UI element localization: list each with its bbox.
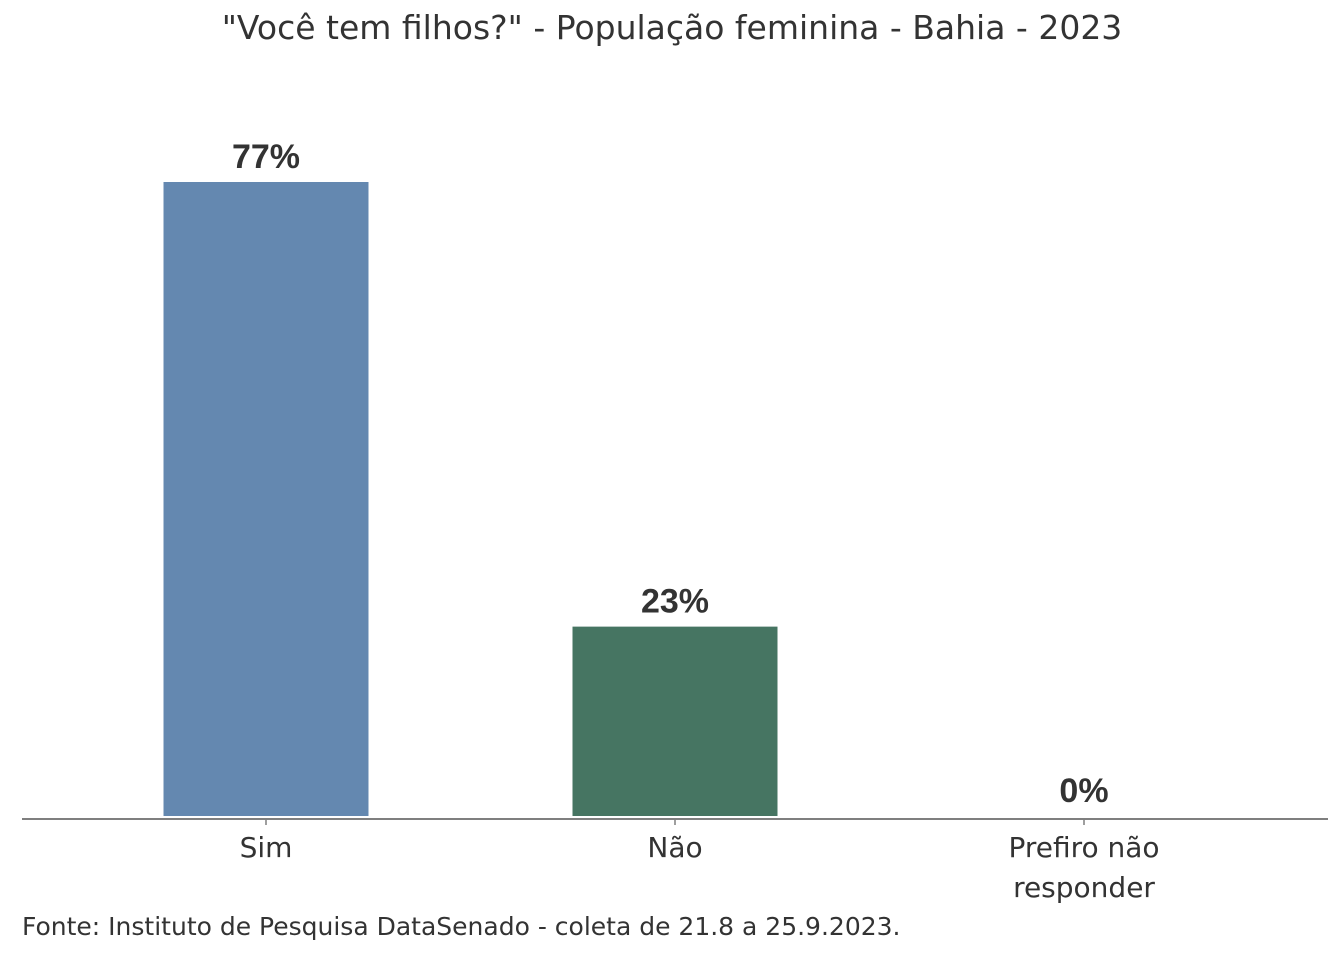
bars-layer xyxy=(163,182,778,816)
x-axis-ticks-layer xyxy=(265,819,1085,825)
category-label-1: Não xyxy=(647,831,702,864)
category-label-2: Prefiro não responder xyxy=(1008,831,1159,904)
value-label-1: 23% xyxy=(641,583,709,621)
bar-0 xyxy=(163,182,369,816)
category-label-line: responder xyxy=(1013,871,1155,904)
category-labels-layer: Sim Não Prefiro não responder xyxy=(240,831,1160,904)
category-label-line: Não xyxy=(647,831,702,864)
category-label-line: Prefiro não xyxy=(1008,831,1159,864)
value-label-2: 0% xyxy=(1059,772,1108,810)
chart-title: "Você tem filhos?" - População feminina … xyxy=(221,8,1123,47)
category-label-0: Sim xyxy=(240,831,293,864)
bar-1 xyxy=(572,626,778,816)
value-labels-layer: 77% 23% 0% xyxy=(232,138,1109,810)
category-label-line: Sim xyxy=(240,831,293,864)
source-note: Fonte: Instituto de Pesquisa DataSenado … xyxy=(22,912,901,941)
value-label-0: 77% xyxy=(232,138,300,176)
